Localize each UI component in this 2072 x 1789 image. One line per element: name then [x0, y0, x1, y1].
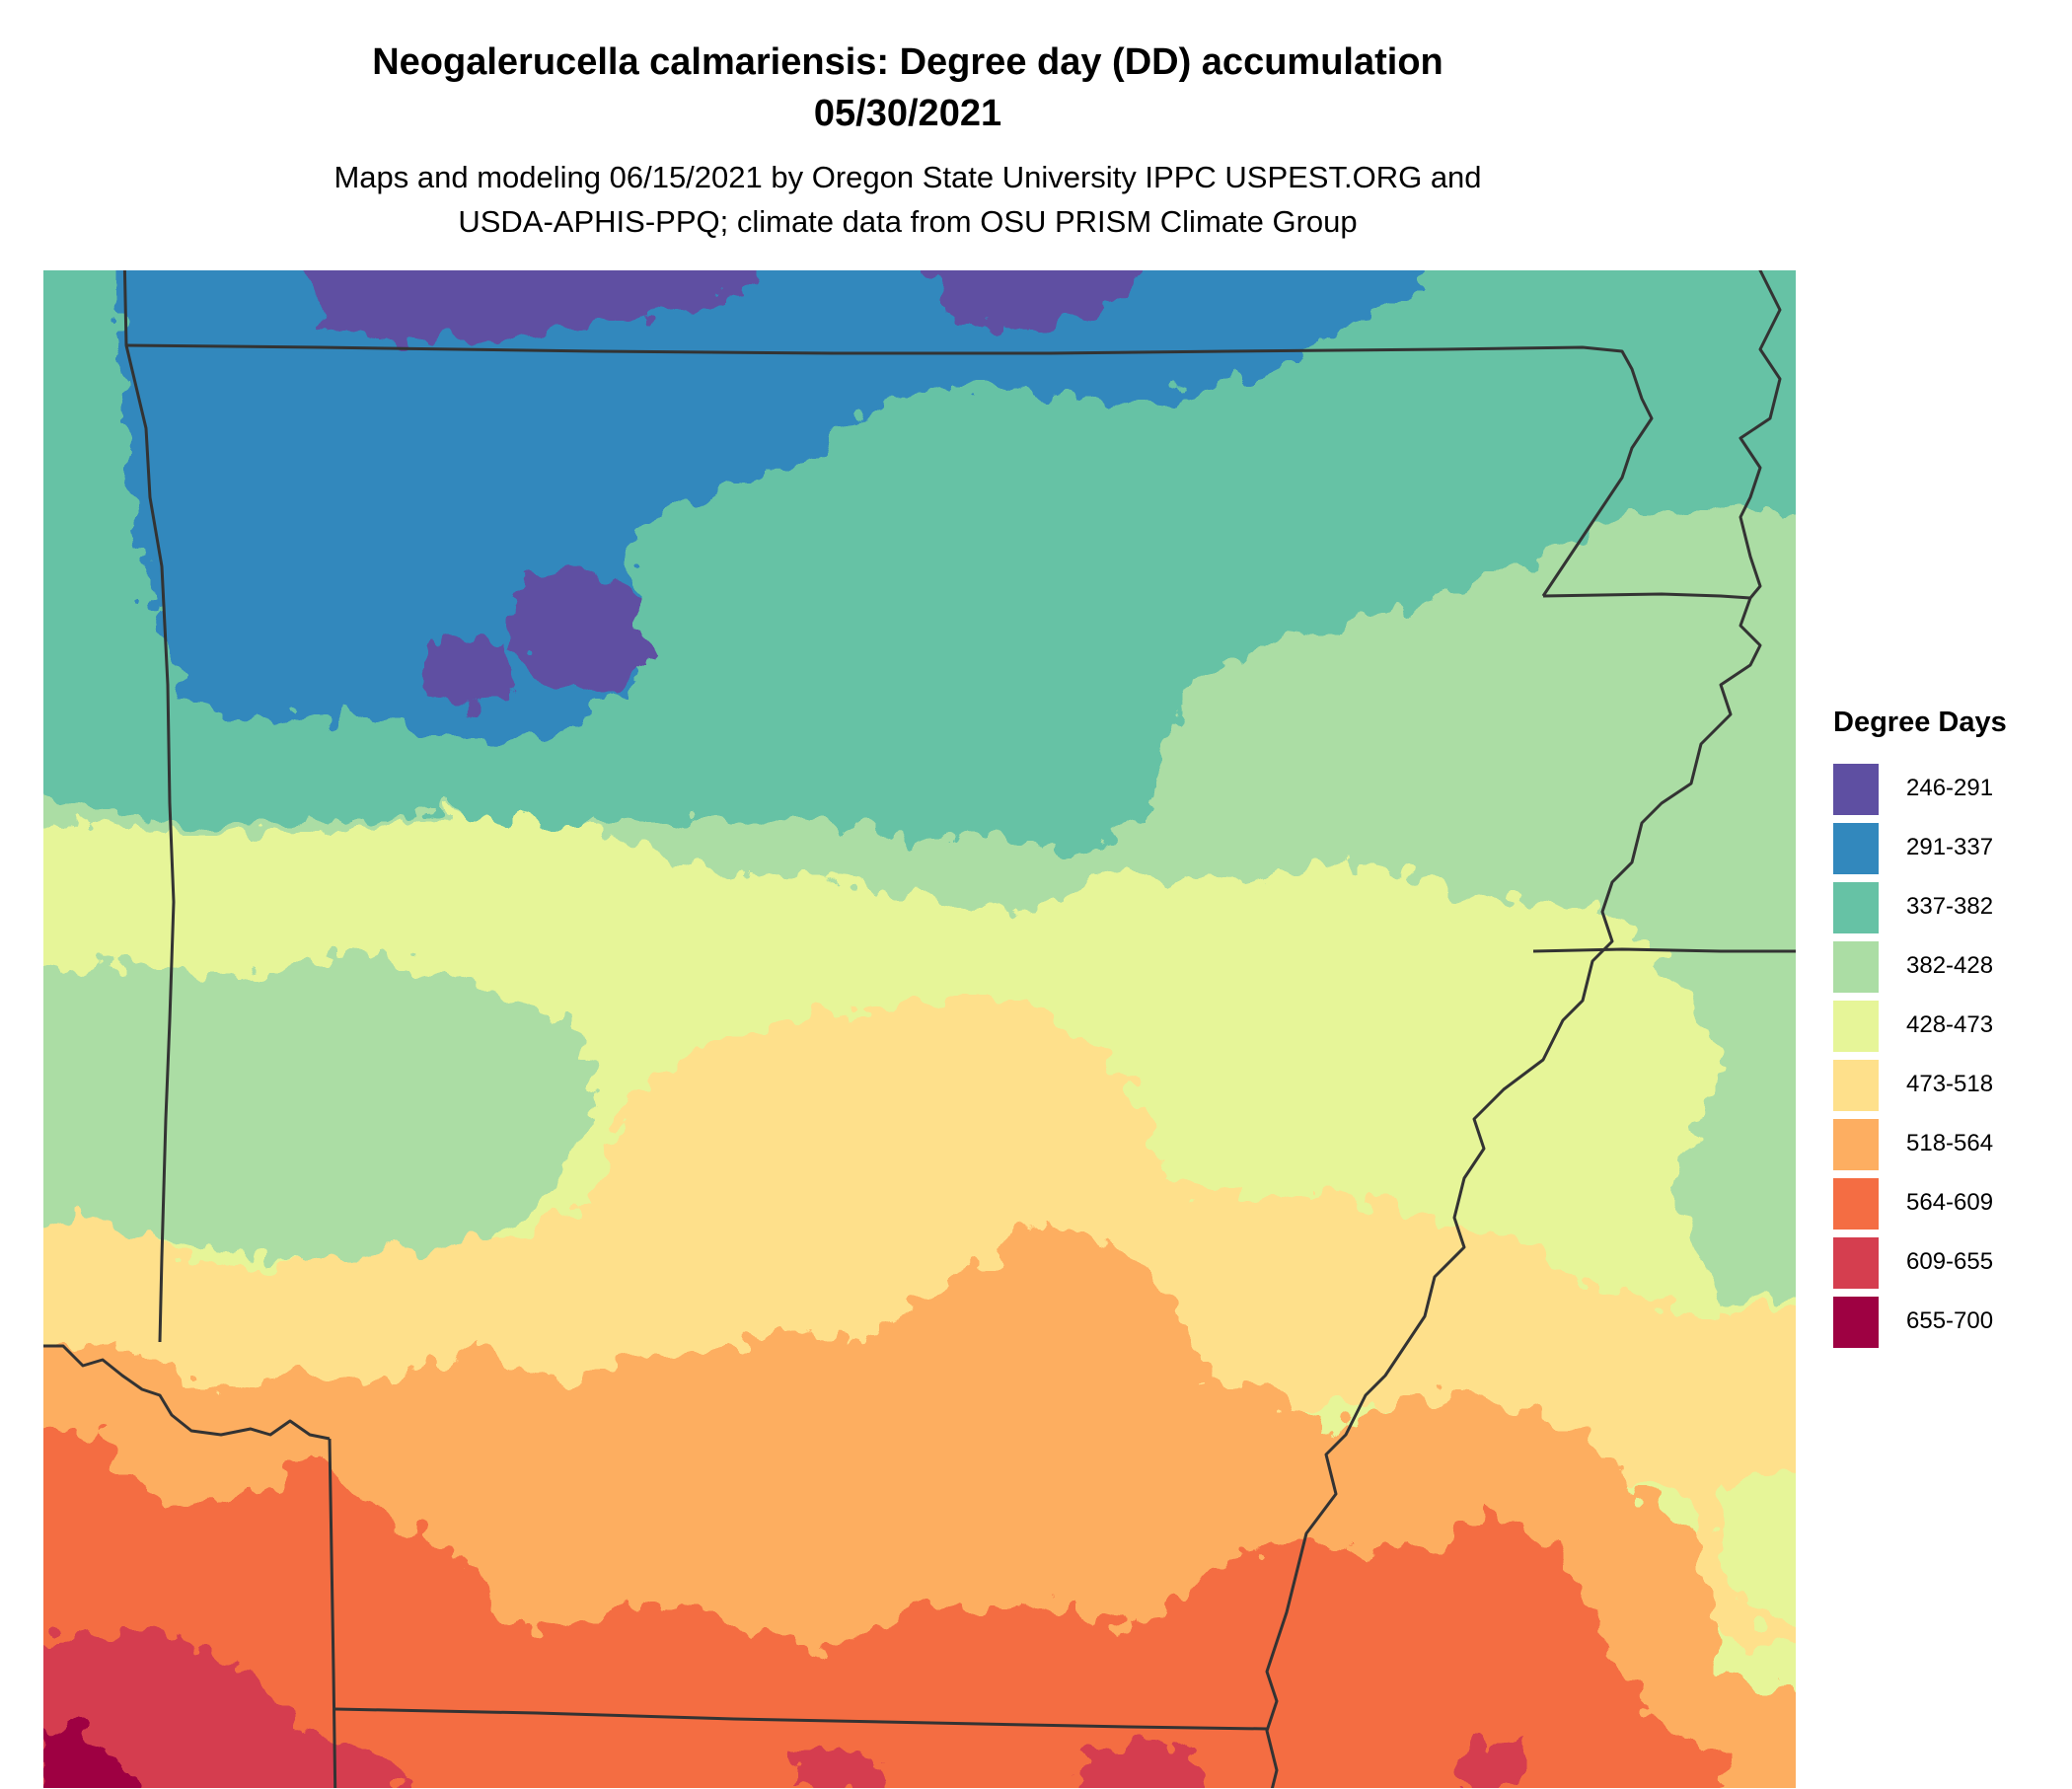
legend-label: 518-564 — [1906, 1130, 1994, 1156]
legend-item: 382-428 — [1833, 941, 2070, 993]
zone-564-609 — [43, 1429, 1721, 1788]
zone-246-291-north-east — [928, 270, 1138, 330]
legend-label: 609-655 — [1906, 1248, 1994, 1275]
legend-label: 337-382 — [1906, 893, 1994, 920]
legend-item: 246-291 — [1833, 764, 2070, 815]
legend-swatch — [1833, 764, 1879, 815]
zone-609-655 — [43, 1632, 416, 1788]
legend-item: 609-655 — [1833, 1237, 2070, 1289]
legend-item: 337-382 — [1833, 882, 2070, 933]
legend-item: 564-609 — [1833, 1178, 2070, 1230]
map-credits-line-2: USDA-APHIS-PPQ; climate data from OSU PR… — [458, 204, 1358, 239]
zone-609-655-south-2 — [1079, 1741, 1208, 1788]
oklahoma-arkansas-border — [122, 270, 176, 1343]
state-boundaries — [43, 270, 1796, 1788]
legend-swatch — [1833, 1297, 1879, 1348]
zone-291-337 — [114, 270, 1425, 744]
legend-label: 428-473 — [1906, 1011, 1994, 1038]
legend-label: 291-337 — [1906, 834, 1994, 860]
legend-swatch — [1833, 941, 1879, 993]
degree-day-map — [43, 270, 1796, 1788]
zone-382-428-west-pocket — [43, 951, 596, 1267]
legend-item: 291-337 — [1833, 823, 2070, 874]
map-credits-line-1: Maps and modeling 06/15/2021 by Oregon S… — [333, 160, 1482, 194]
red-river-texas — [43, 1344, 331, 1441]
zone-428-473-southeast — [1721, 1465, 1796, 1627]
legend-swatch — [1833, 1001, 1879, 1052]
legend-item: 518-564 — [1833, 1119, 2070, 1170]
zone-246-291-patch — [418, 635, 517, 714]
map-date: 05/30/2021 — [813, 93, 1002, 134]
legend-swatch — [1833, 1119, 1879, 1170]
legend-title: Degree Days — [1833, 707, 2007, 738]
legend-label: 382-428 — [1906, 952, 1994, 979]
legend-swatch — [1833, 882, 1879, 933]
legend-swatch — [1833, 1178, 1879, 1230]
legend-label: 655-700 — [1906, 1307, 1994, 1334]
legend-swatch — [1833, 1060, 1879, 1111]
missouri-bootheel-south-border — [1542, 592, 1751, 600]
zone-246-291-central — [507, 566, 645, 695]
louisiana-arkansas-border — [334, 1707, 1268, 1731]
zone-655-700 — [43, 1721, 132, 1788]
texas-arkansas-border — [328, 1438, 337, 1788]
mississippi-river — [1265, 270, 1782, 1788]
legend-swatch — [1833, 1237, 1879, 1289]
zone-609-655-south-1 — [793, 1751, 891, 1788]
legend-label: 246-291 — [1906, 775, 1994, 801]
legend-label: 564-609 — [1906, 1189, 1994, 1216]
tennessee-mississippi-border — [1532, 947, 1796, 953]
legend-label: 473-518 — [1906, 1071, 1994, 1097]
zone-609-655-south-3 — [1464, 1741, 1523, 1788]
zone-246-291-north — [306, 270, 754, 339]
legend-swatch — [1833, 823, 1879, 874]
legend-item: 473-518 — [1833, 1060, 2070, 1111]
map-title: Neogalerucella calmariensis: Degree day … — [372, 41, 1443, 83]
legend-item: 428-473 — [1833, 1001, 2070, 1052]
missouri-arkansas-border — [125, 343, 1654, 597]
legend-item: 655-700 — [1833, 1297, 2070, 1348]
